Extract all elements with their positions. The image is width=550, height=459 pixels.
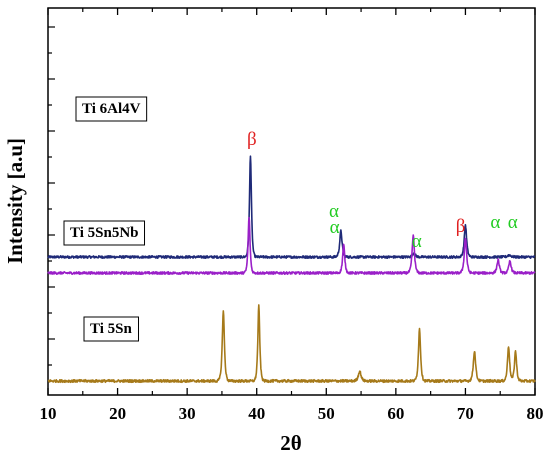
phase-annotation: α: [412, 231, 422, 252]
series-line: [47, 304, 536, 384]
y-axis-label: Intensity [a.u]: [3, 138, 27, 264]
series-label: Ti 6Al4V: [82, 101, 141, 117]
y-axis: [48, 26, 55, 366]
series-label: Ti 5Sn: [90, 321, 132, 337]
series-label: Ti 5Sn5Nb: [70, 225, 139, 241]
x-tick-label: 20: [109, 404, 126, 423]
phase-annotation: α: [490, 212, 500, 233]
x-tick-label: 80: [527, 404, 544, 423]
x-tick-label: 70: [457, 404, 474, 423]
phase-annotation: α: [508, 212, 518, 233]
x-tick-label: 50: [318, 404, 335, 423]
x-tick-label: 10: [40, 404, 57, 423]
phase-annotation: α: [330, 217, 340, 238]
legend-group: Ti 6Al4V Ti 5Sn5Nb Ti 5Sn: [63, 96, 148, 342]
series-label-box: [75, 96, 148, 122]
phase-annotation: β: [247, 129, 257, 150]
phase-annotation: β: [456, 216, 466, 237]
phase-annotation: α: [329, 201, 339, 222]
series-label-box: [63, 220, 146, 246]
x-tick-label: 60: [387, 404, 404, 423]
series-line: [47, 216, 536, 275]
x-tick-label: 40: [248, 404, 265, 423]
series-group: [47, 155, 536, 384]
x-tick-label: 30: [179, 404, 196, 423]
series-label-box: [83, 316, 139, 342]
x-axis: 10 20 30 40 50 60 70 80: [40, 8, 544, 423]
x-axis-label: 2θ: [280, 431, 302, 455]
series-line: [47, 155, 536, 259]
